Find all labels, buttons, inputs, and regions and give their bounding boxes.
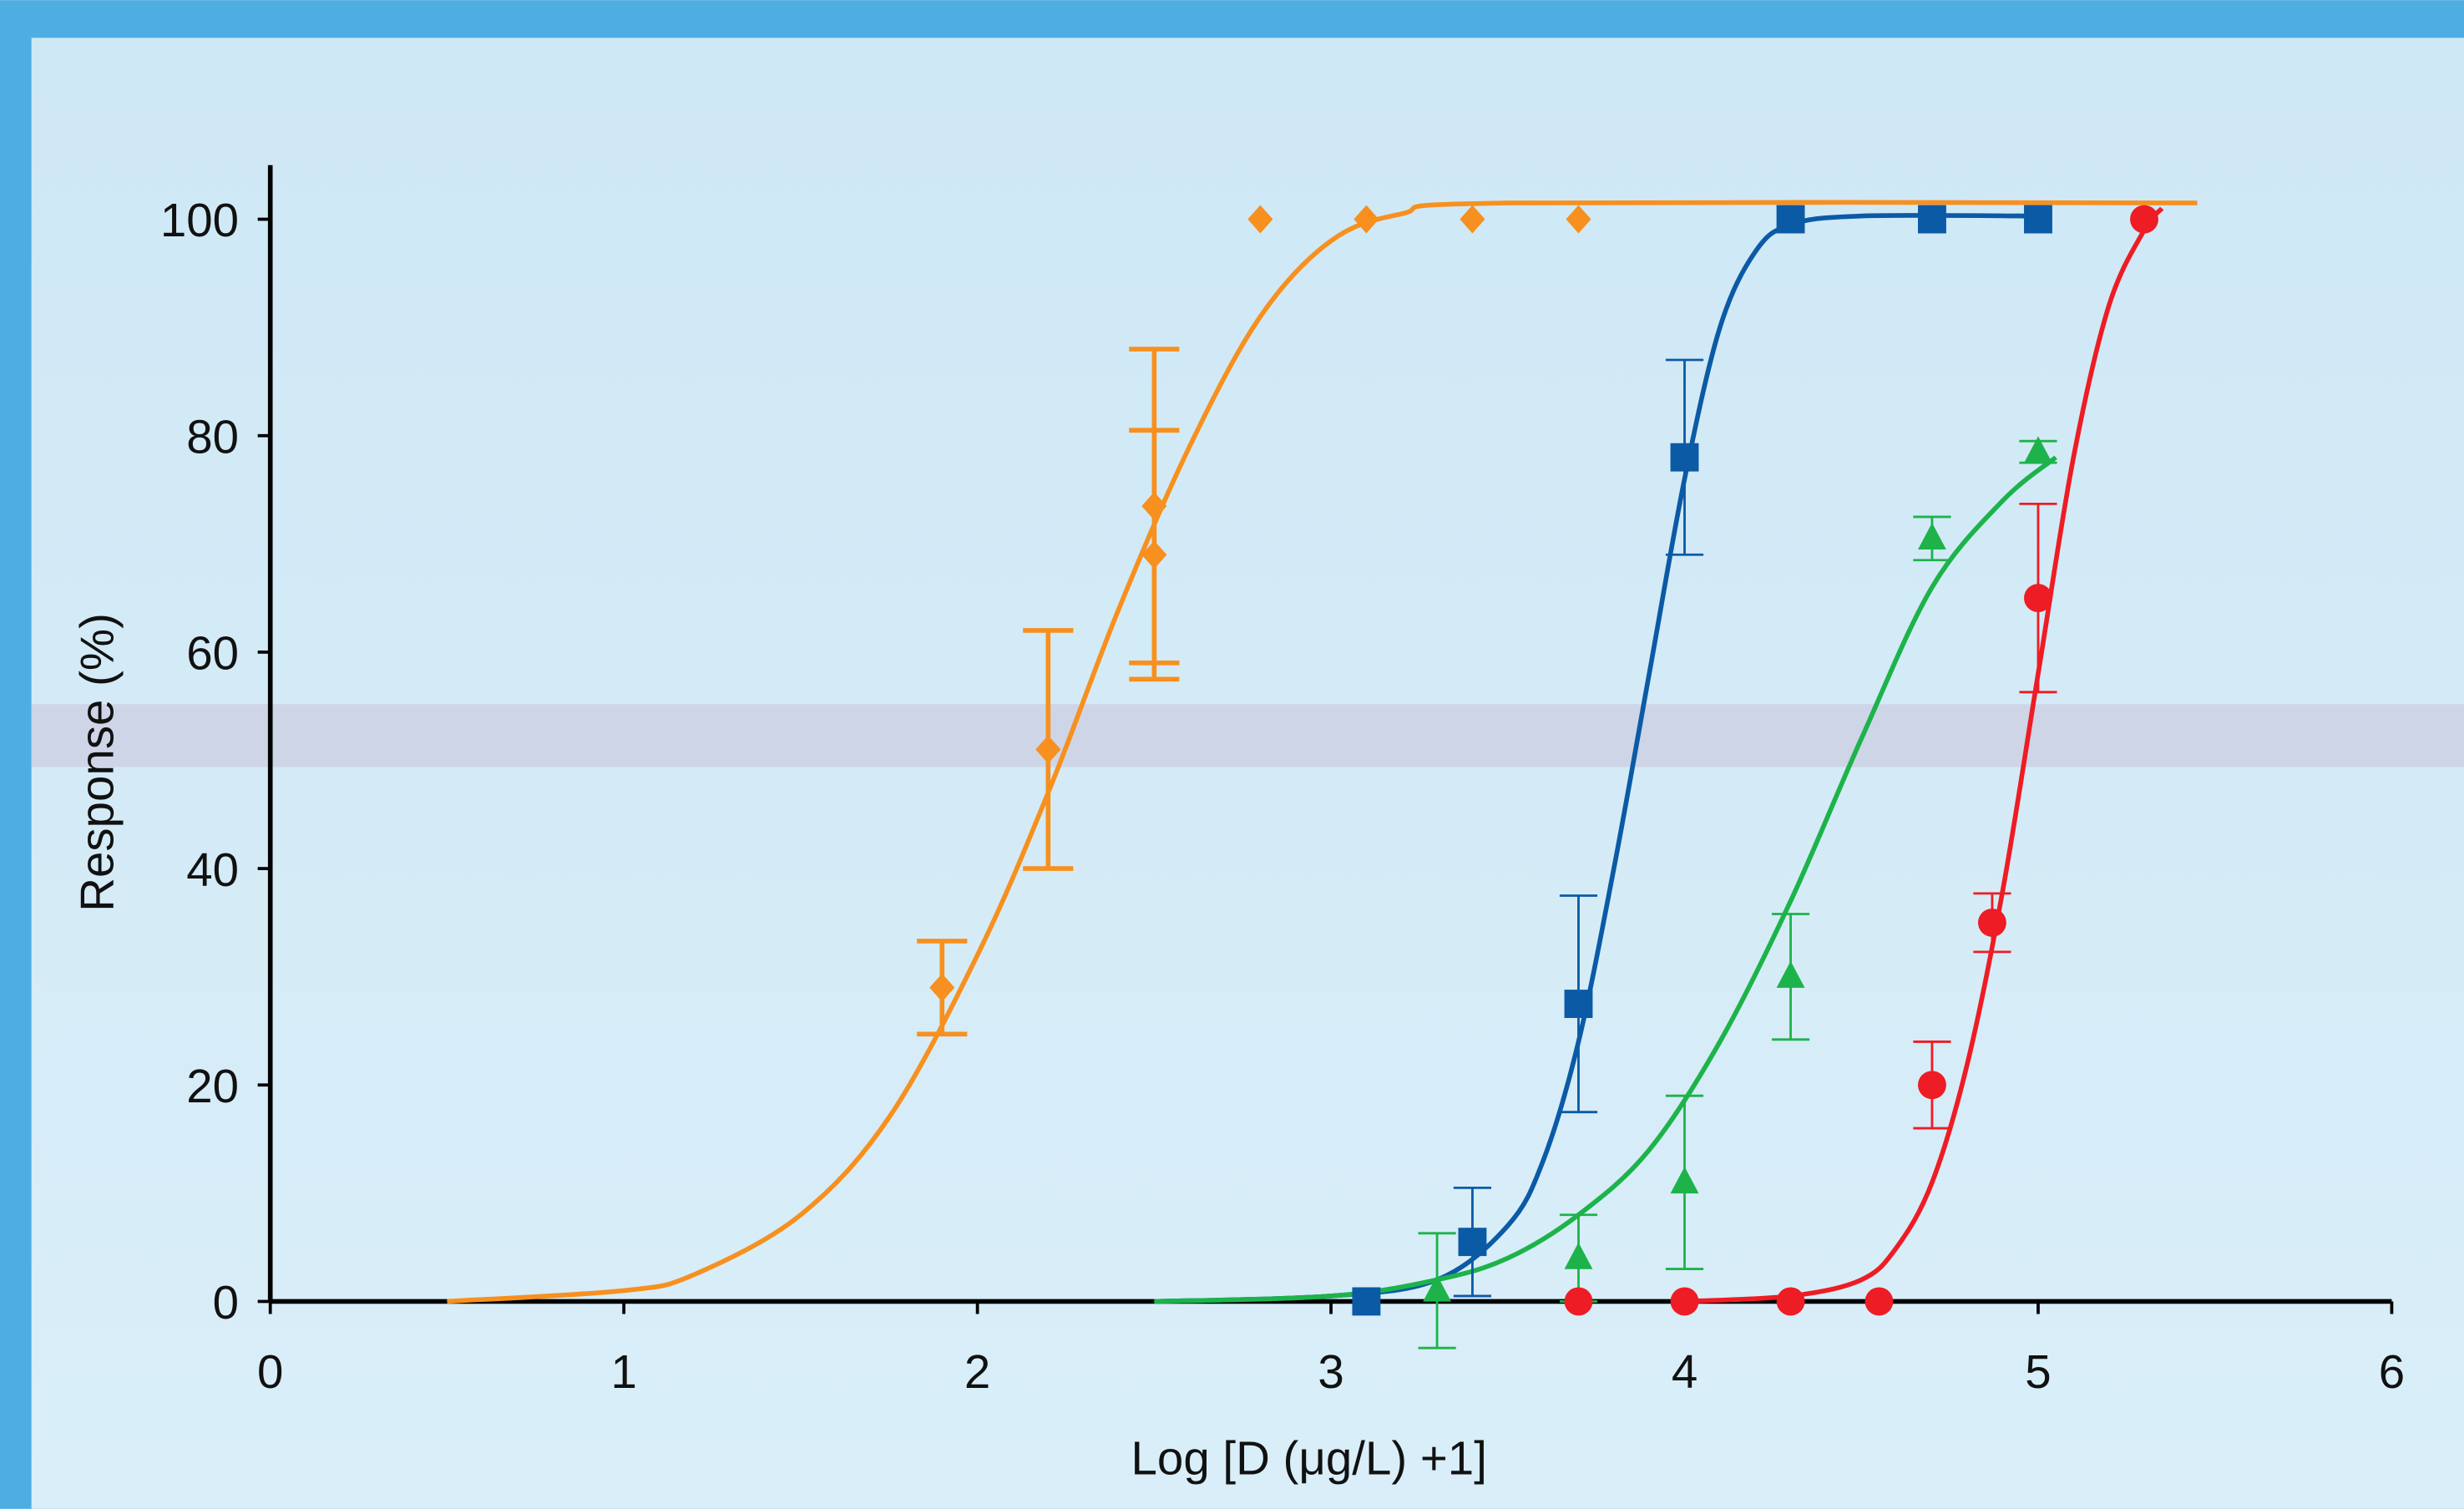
marker [1565, 990, 1593, 1018]
x-tick-label: 4 [1672, 1345, 1697, 1398]
marker [1864, 1288, 1893, 1316]
y-axis-label: Response (%) [71, 613, 124, 912]
marker [1352, 1288, 1380, 1316]
marker [1459, 1228, 1487, 1256]
marker [1671, 1288, 1699, 1316]
marker [1565, 1288, 1593, 1316]
marker [1777, 1288, 1805, 1316]
x-tick-label: 0 [257, 1345, 283, 1398]
marker [1978, 909, 2006, 937]
marker [2130, 205, 2158, 234]
band [32, 704, 2464, 767]
x-tick-label: 1 [610, 1345, 636, 1398]
x-axis-label: Log [D (μg/L) +1] [1131, 1431, 1487, 1484]
plot-background [32, 38, 2464, 1509]
marker [1918, 1071, 1946, 1099]
marker [1918, 205, 1946, 234]
y-tick-label: 60 [186, 627, 239, 680]
marker [2024, 205, 2052, 234]
marker [1777, 205, 1805, 234]
y-tick-label: 40 [186, 843, 239, 896]
marker [2024, 584, 2052, 612]
y-tick-label: 0 [213, 1276, 239, 1329]
y-tick-label: 20 [186, 1060, 239, 1112]
chart: Log [D (μg/L) +1] Response (%) 020406080… [0, 0, 2464, 1509]
x-tick-label: 5 [2025, 1345, 2051, 1398]
x-tick-label: 3 [1318, 1345, 1343, 1398]
x-tick-label: 6 [2379, 1345, 2405, 1398]
y-tick-label: 100 [160, 194, 239, 246]
page-body: {"chart_data": { "type": "scatter", "xla… [0, 0, 2464, 1509]
y-tick-label: 80 [186, 410, 239, 463]
page: html, body { margin: 0; padding: 0; widt… [0, 0, 2464, 1509]
x-tick-label: 2 [964, 1345, 990, 1398]
marker [1671, 443, 1699, 472]
